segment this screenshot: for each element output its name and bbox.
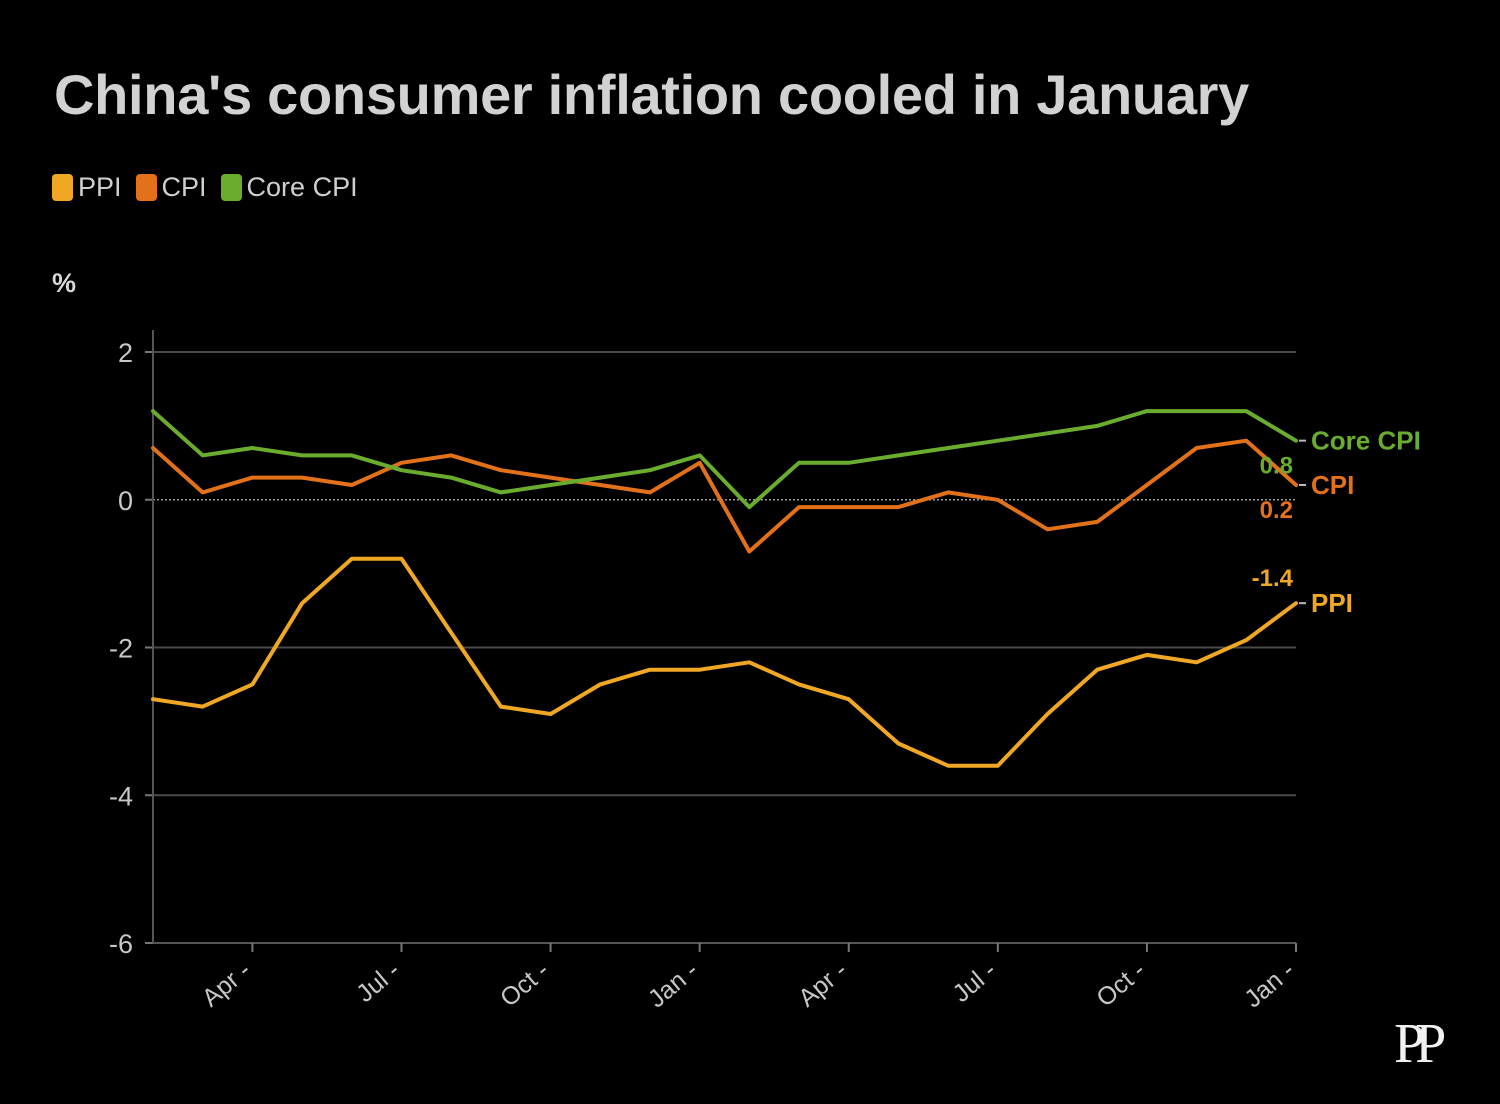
y-axis-unit-label: %	[52, 268, 77, 298]
legend-swatch-ppi	[52, 174, 73, 201]
y-tick-label: -2	[109, 634, 133, 664]
chart-title: China's consumer inflation cooled in Jan…	[54, 63, 1250, 126]
x-tick-label: Oct -	[1091, 956, 1150, 1012]
publisher-logo: PP	[1394, 1013, 1446, 1075]
legend-swatch-cpi	[135, 174, 157, 201]
end-value-ppi: -1.4	[1252, 565, 1294, 592]
x-tick-label: Jan -	[643, 956, 704, 1013]
series-line-core-cpi	[151, 409, 1298, 510]
series-line-cpi	[151, 438, 1298, 554]
y-tick-label: 0	[118, 486, 133, 516]
legend-label-ppi: PPI	[78, 172, 122, 202]
series-line-ppi	[151, 556, 1298, 768]
x-tick-label: Oct -	[495, 956, 554, 1012]
end-label-ppi: PPI	[1311, 588, 1353, 618]
end-value-cpi: 0.2	[1260, 497, 1293, 524]
end-label-cpi: CPI	[1311, 470, 1354, 500]
y-tick-label: 2	[118, 338, 133, 368]
end-value-core-cpi: 0.8	[1260, 453, 1293, 480]
y-tick-label: -6	[109, 929, 133, 959]
legend-item-cpi[interactable]: CPI	[135, 172, 207, 203]
y-tick-label: -4	[109, 781, 133, 811]
legend-item-core-cpi[interactable]: Core CPI	[220, 172, 358, 203]
legend-label-cpi: CPI	[161, 172, 207, 202]
legend-item-ppi[interactable]: PPI	[52, 172, 122, 203]
x-tick-label: Apr -	[793, 956, 853, 1012]
end-label-core-cpi: Core CPI	[1311, 426, 1421, 456]
legend-label-core-cpi: Core CPI	[246, 172, 358, 202]
x-tick-label: Jan -	[1239, 956, 1300, 1013]
legend: PPI CPI Core CPI	[52, 172, 372, 203]
legend-swatch-core-cpi	[220, 174, 242, 201]
x-tick-label: Jul -	[351, 956, 405, 1008]
x-tick-label: Apr -	[197, 956, 257, 1012]
x-tick-label: Jul -	[948, 956, 1002, 1008]
